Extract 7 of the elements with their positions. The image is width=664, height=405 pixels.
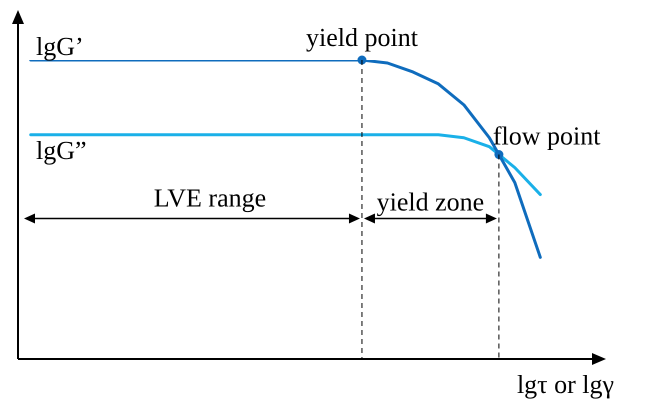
annotation: flow point <box>492 122 602 151</box>
series-label: lgG’ <box>36 32 84 61</box>
annotation: yield zone <box>376 187 484 216</box>
series-label: lgG” <box>36 136 87 165</box>
annotation: LVE range <box>154 183 266 212</box>
x-axis-title: lgτ or lgγ <box>516 370 614 399</box>
text: yield point <box>306 23 419 52</box>
